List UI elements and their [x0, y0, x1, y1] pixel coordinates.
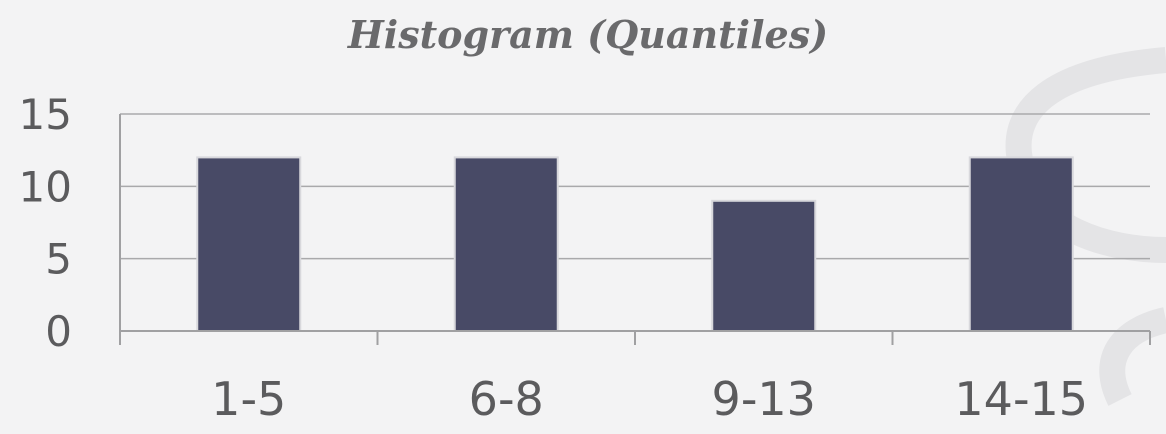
- x-category-label: 1-5: [211, 372, 286, 426]
- y-tick-label: 10: [19, 162, 72, 211]
- y-tick-label: 5: [45, 235, 72, 284]
- bar-9-13: [711, 199, 817, 332]
- x-category-label: 6-8: [469, 372, 544, 426]
- axis-labels: 0 5 10 15 1-5 6-8 9-13 14-15: [19, 90, 1089, 426]
- axes: [119, 114, 1151, 345]
- x-category-label: 9-13: [712, 372, 816, 426]
- bars: [196, 156, 1074, 332]
- bar-14-15: [968, 156, 1074, 332]
- y-tick-label: 0: [45, 307, 72, 356]
- bar-1-5: [196, 156, 302, 332]
- bar-6-8: [453, 156, 559, 332]
- chart-title: Histogram (Quantiles): [347, 12, 828, 57]
- x-category-label: 14-15: [954, 372, 1088, 426]
- y-tick-label: 15: [19, 90, 72, 139]
- background-swoosh-decoration-lower: [1099, 307, 1166, 406]
